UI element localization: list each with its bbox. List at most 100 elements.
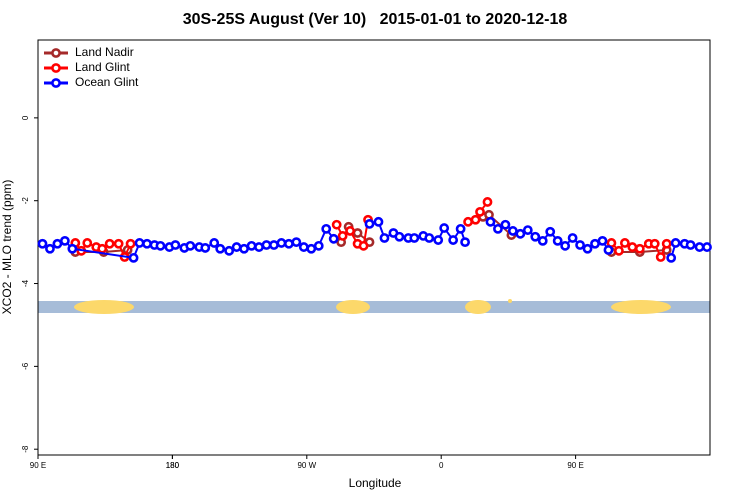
point (113, 238, 124, 249)
point (627, 242, 638, 252)
point (125, 238, 136, 249)
point (394, 231, 405, 242)
point (666, 252, 677, 263)
y-tick-label: 0 (21, 115, 30, 120)
legend-label: Land Glint (75, 60, 130, 74)
point (231, 242, 242, 252)
point (82, 238, 93, 248)
point (500, 219, 511, 230)
point (409, 233, 420, 243)
point (470, 214, 481, 225)
point (185, 240, 196, 251)
point (128, 252, 139, 263)
point (603, 245, 614, 255)
point (254, 242, 264, 252)
point (661, 238, 672, 249)
point (358, 240, 369, 251)
legend-marker (51, 48, 61, 58)
point (460, 237, 470, 248)
point (670, 238, 681, 248)
point (328, 233, 339, 244)
point (475, 206, 485, 217)
point (306, 243, 317, 254)
x-tick-label: 90 W (297, 461, 316, 470)
point (37, 238, 48, 249)
point (104, 238, 115, 249)
y-tick-label: -6 (21, 362, 30, 370)
surface-band (38, 299, 710, 314)
point (283, 238, 294, 249)
point (364, 218, 375, 229)
point (239, 243, 249, 254)
point (485, 216, 496, 227)
point (582, 243, 593, 254)
land-segment (611, 300, 671, 314)
x-tick-label: 90 E (30, 461, 46, 470)
point (530, 231, 541, 242)
point (52, 238, 63, 249)
point (493, 223, 503, 234)
point (590, 238, 600, 249)
point (215, 243, 226, 254)
point (507, 226, 518, 236)
point (515, 228, 526, 239)
land-segment (508, 299, 512, 303)
point (142, 238, 152, 249)
x-tick-label: 0 (439, 461, 444, 470)
point (545, 226, 556, 237)
land-segment (465, 300, 491, 314)
point (379, 233, 390, 243)
point (552, 235, 563, 246)
point (337, 231, 348, 241)
point (97, 243, 108, 254)
y-tick-label: -8 (21, 445, 30, 453)
point (209, 238, 220, 248)
legend-label: Ocean Glint (75, 75, 139, 89)
point (67, 243, 78, 254)
point (269, 240, 279, 250)
point (702, 242, 712, 252)
point (276, 238, 287, 248)
point (614, 245, 624, 256)
point (522, 225, 533, 236)
point (424, 233, 435, 243)
x-tick-label: 180 (166, 461, 180, 470)
x-tick-label: 90 E (567, 461, 583, 470)
chart-title: 30S-25S August (Ver 10) 2015-01-01 to 20… (183, 11, 568, 28)
point (634, 243, 645, 254)
point (331, 219, 342, 230)
point (537, 235, 548, 246)
point (200, 243, 211, 253)
legend-label: Land Nadir (75, 45, 134, 59)
point (448, 235, 459, 245)
x-tick-label: 180 (166, 461, 180, 470)
point (155, 240, 166, 251)
point (560, 240, 571, 251)
point (246, 240, 257, 251)
point (439, 223, 450, 233)
point (261, 240, 272, 250)
point (433, 235, 444, 245)
point (619, 238, 630, 248)
point (597, 235, 608, 246)
point (352, 228, 363, 238)
point (649, 238, 660, 249)
y-tick-label: -4 (21, 279, 30, 287)
land-segment (74, 300, 134, 314)
point (291, 237, 302, 248)
point (575, 240, 585, 250)
point (224, 245, 235, 256)
point (685, 240, 696, 250)
ocean-band (38, 301, 710, 313)
point (655, 252, 666, 262)
point (313, 240, 324, 251)
point (45, 243, 55, 254)
y-axis-label: XCO2 - MLO trend (ppm) (0, 180, 14, 315)
point (463, 216, 473, 227)
point (170, 240, 181, 250)
point (694, 242, 705, 252)
legend-marker (51, 78, 61, 88)
point (298, 242, 309, 252)
